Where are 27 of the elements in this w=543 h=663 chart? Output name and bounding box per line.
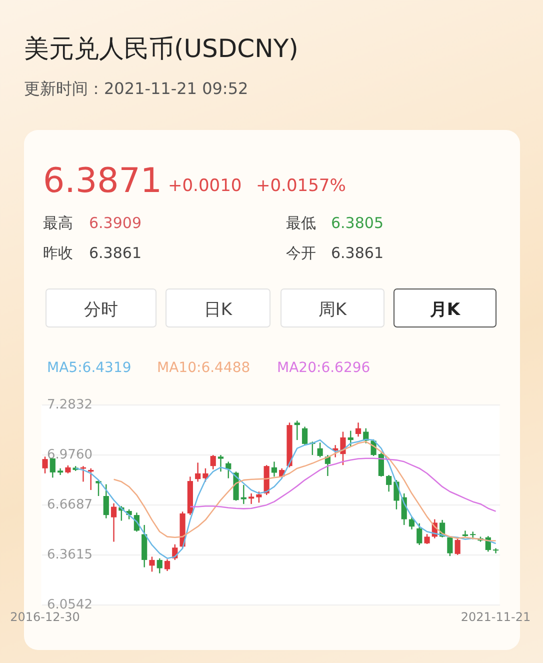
y-tick-label: 6.0542 — [47, 598, 92, 612]
x-tick-label: 2016-12-30 — [10, 610, 80, 624]
text: 昨收 — [43, 244, 73, 262]
text: 6.3861 — [331, 244, 384, 262]
text: 今开 — [286, 244, 316, 262]
text: 6.3861 — [89, 244, 142, 262]
text: MA10:6.4488 — [157, 360, 250, 376]
y-tick-label: 6.6687 — [47, 498, 92, 512]
text: 6.3871 — [43, 161, 162, 201]
text: +0.0157% — [256, 176, 346, 196]
text: 最低 — [286, 214, 316, 232]
chart-title: 美元兑人民币(USDCNY) — [24, 34, 298, 63]
text: 6.3909 — [89, 214, 142, 232]
text: 分时 — [84, 300, 118, 320]
text: 最高 — [43, 214, 73, 232]
chart-subtitle: 更新时间：2021-11-21 09:52 — [24, 79, 248, 98]
x-tick-label: 2021-11-21 — [460, 610, 531, 624]
text: 6.3805 — [331, 214, 384, 232]
y-tick-label: 6.9760 — [47, 447, 92, 462]
text: 日K — [204, 300, 233, 320]
text: 周K — [318, 300, 348, 320]
y-tick-label: 6.3615 — [47, 547, 92, 562]
text: MA20:6.6296 — [277, 360, 370, 376]
text: 月K — [428, 300, 461, 320]
text: MA5:6.4319 — [47, 360, 132, 376]
y-tick-label: 7.2832 — [47, 398, 92, 412]
text: +0.0010 — [168, 176, 242, 196]
